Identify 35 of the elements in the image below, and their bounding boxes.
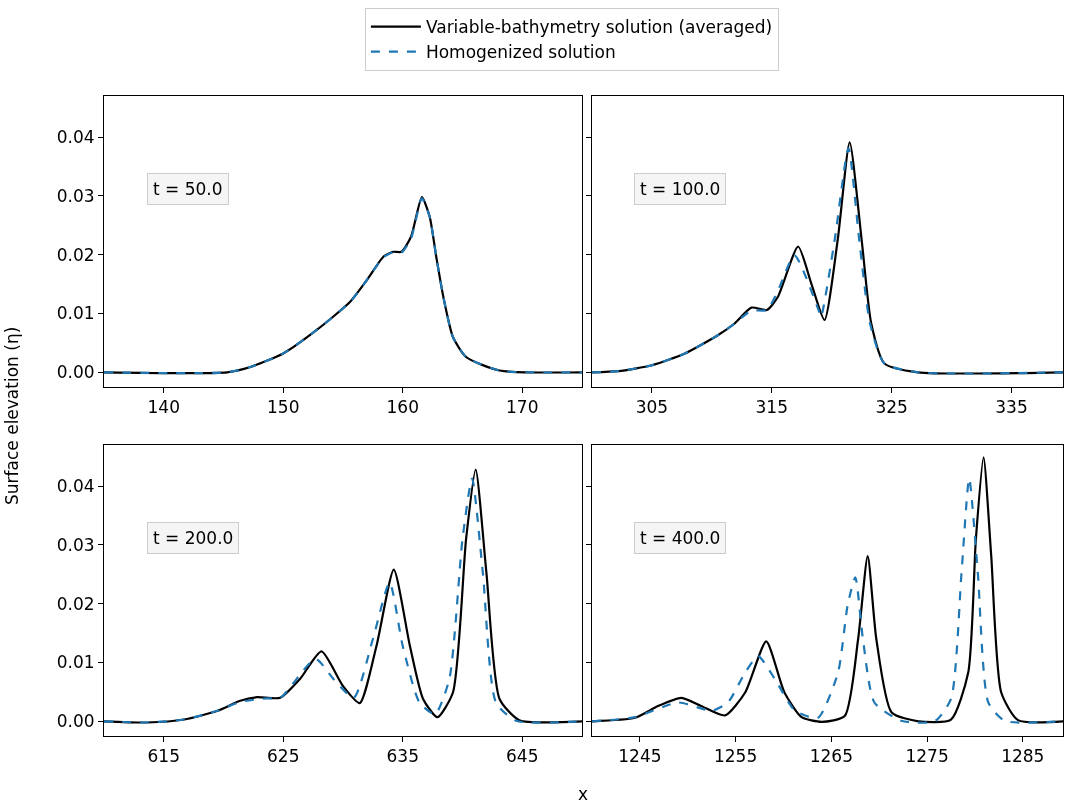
y-tick-label: 0.03 [56,185,95,206]
x-tick-label: 1265 [809,746,853,767]
y-axis-title: Surface elevation (η) [2,326,22,505]
y-tick-label: 0.04 [56,476,95,497]
x-tick-label: 1255 [713,746,758,767]
annotation: t = 100.0 [640,179,721,199]
annotation: t = 200.0 [153,528,234,548]
x-tick-label: 645 [506,746,539,767]
x-tick-label: 1285 [1001,746,1045,767]
y-tick-label: 0.01 [56,303,95,324]
x-tick-label: 160 [386,397,419,418]
x-axis-title: x [578,784,589,804]
x-tick-label: 335 [995,397,1028,418]
x-tick-label: 1245 [618,746,662,767]
legend-label: Homogenized solution [425,42,616,63]
annotation: t = 50.0 [153,179,223,199]
x-tick-label: 315 [755,397,788,418]
y-tick-label: 0.00 [56,711,95,732]
x-tick-label: 615 [147,746,180,767]
y-tick-label: 0.01 [56,652,95,673]
legend-label: Variable-bathymetry solution (averaged) [425,17,773,38]
x-tick-label: 150 [267,397,300,418]
x-tick-label: 305 [635,397,669,418]
y-tick-label: 0.04 [56,127,95,148]
annotation: t = 400.0 [640,528,721,548]
x-tick-label: 325 [875,397,908,418]
x-tick-label: 1275 [905,746,949,767]
y-tick-label: 0.02 [56,244,95,265]
y-tick-label: 0.02 [56,593,95,614]
x-tick-label: 140 [147,397,180,418]
x-tick-label: 625 [267,746,300,767]
x-tick-label: 170 [506,397,539,418]
x-tick-label: 635 [386,746,419,767]
y-tick-label: 0.00 [56,362,95,383]
y-tick-label: 0.03 [56,534,95,555]
